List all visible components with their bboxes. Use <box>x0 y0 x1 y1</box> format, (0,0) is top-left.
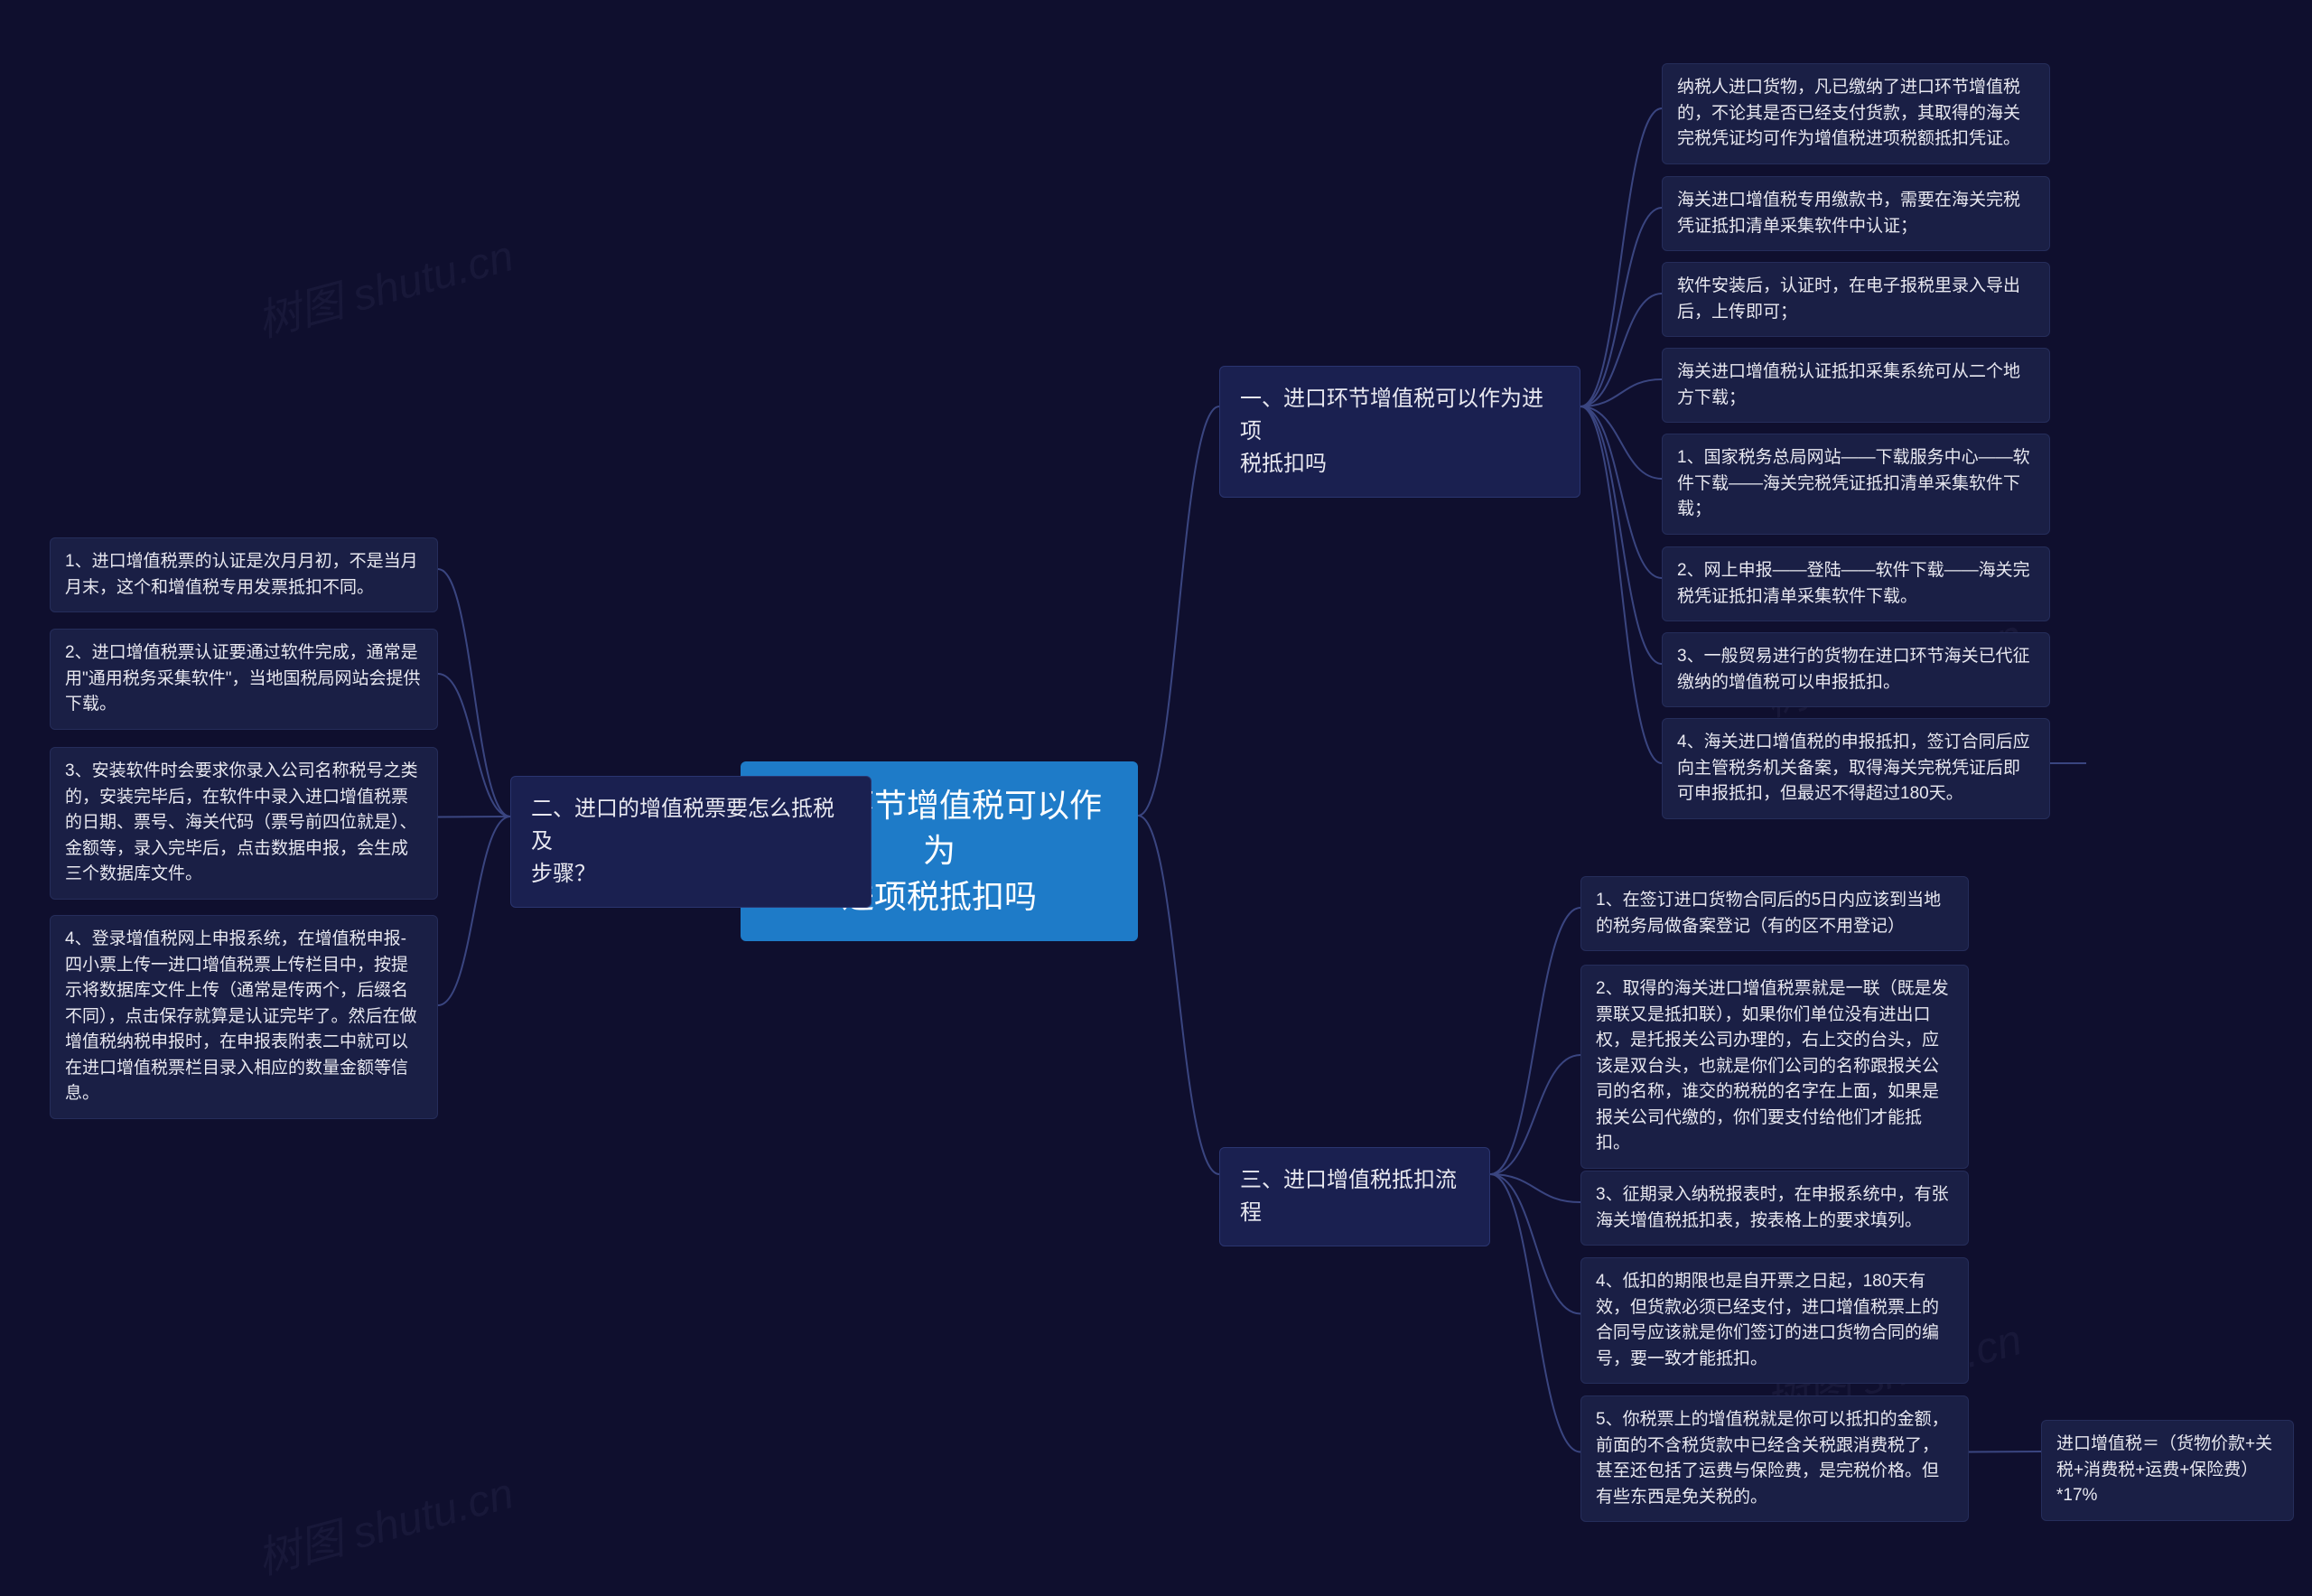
branch-b3[interactable]: 三、进口增值税抵扣流程 <box>1219 1147 1490 1246</box>
leaf-b2-2: 3、安装软件时会要求你录入公司名称税号之类的，安装完毕后，在软件中录入进口增值税… <box>50 747 438 900</box>
leaf-b1-1: 海关进口增值税专用缴款书，需要在海关完税凭证抵扣清单采集软件中认证； <box>1662 176 2050 251</box>
leaf-b2-0: 1、进口增值税票的认证是次月月初，不是当月月末，这个和增值税专用发票抵扣不同。 <box>50 537 438 612</box>
leaf-b1-4: 1、国家税务总局网站——下载服务中心——软件下载——海关完税凭证抵扣清单采集软件… <box>1662 434 2050 535</box>
leaf-b3-3: 4、低扣的期限也是自开票之日起，180天有效，但货款必须已经支付，进口增值税票上… <box>1580 1257 1969 1384</box>
leaf-b1-7: 4、海关进口增值税的申报抵扣，签订合同后应向主管税务机关备案，取得海关完税凭证后… <box>1662 718 2050 819</box>
leaf-b1-0: 纳税人进口货物，凡已缴纳了进口环节增值税的，不论其是否已经支付货款，其取得的海关… <box>1662 63 2050 164</box>
leaf-b1-6: 3、一般贸易进行的货物在进口环节海关已代征缴纳的增值税可以申报抵扣。 <box>1662 632 2050 707</box>
branch-b1[interactable]: 一、进口环节增值税可以作为进项税抵扣吗 <box>1219 366 1580 498</box>
leaf-b3-4: 5、你税票上的增值税就是你可以抵扣的金额，前面的不含税货款中已经含关税跟消费税了… <box>1580 1395 1969 1522</box>
leaf-b2-1: 2、进口增值税票认证要通过软件完成，通常是用"通用税务采集软件"，当地国税局网站… <box>50 629 438 730</box>
leaf-b1-3: 海关进口增值税认证抵扣采集系统可从二个地方下载； <box>1662 348 2050 423</box>
leaf-b1-2: 软件安装后，认证时，在电子报税里录入导出后，上传即可； <box>1662 262 2050 337</box>
leaf-b3-2: 3、征期录入纳税报表时，在申报系统中，有张海关增值税抵扣表，按表格上的要求填列。 <box>1580 1171 1969 1246</box>
leaf-b3-0: 1、在签订进口货物合同后的5日内应该到当地的税务局做备案登记（有的区不用登记） <box>1580 876 1969 951</box>
leaf-b2-3: 4、登录增值税网上申报系统，在增值税申报-四小票上传一进口增值税票上传栏目中，按… <box>50 915 438 1119</box>
watermark: 树图 shutu.cn <box>249 1458 519 1587</box>
leaf-b3-1: 2、取得的海关进口增值税票就是一联（既是发票联又是抵扣联），如果你们单位没有进出… <box>1580 965 1969 1169</box>
leaf-b1-5: 2、网上申报——登陆——软件下载——海关完税凭证抵扣清单采集软件下载。 <box>1662 546 2050 621</box>
branch-b2[interactable]: 二、进口的增值税票要怎么抵税及步骤？ <box>510 776 872 908</box>
leaf-b3-4-sub: 进口增值税＝（货物价款+关税+消费税+运费+保险费）*17% <box>2041 1420 2294 1521</box>
watermark: 树图 shutu.cn <box>249 220 519 350</box>
